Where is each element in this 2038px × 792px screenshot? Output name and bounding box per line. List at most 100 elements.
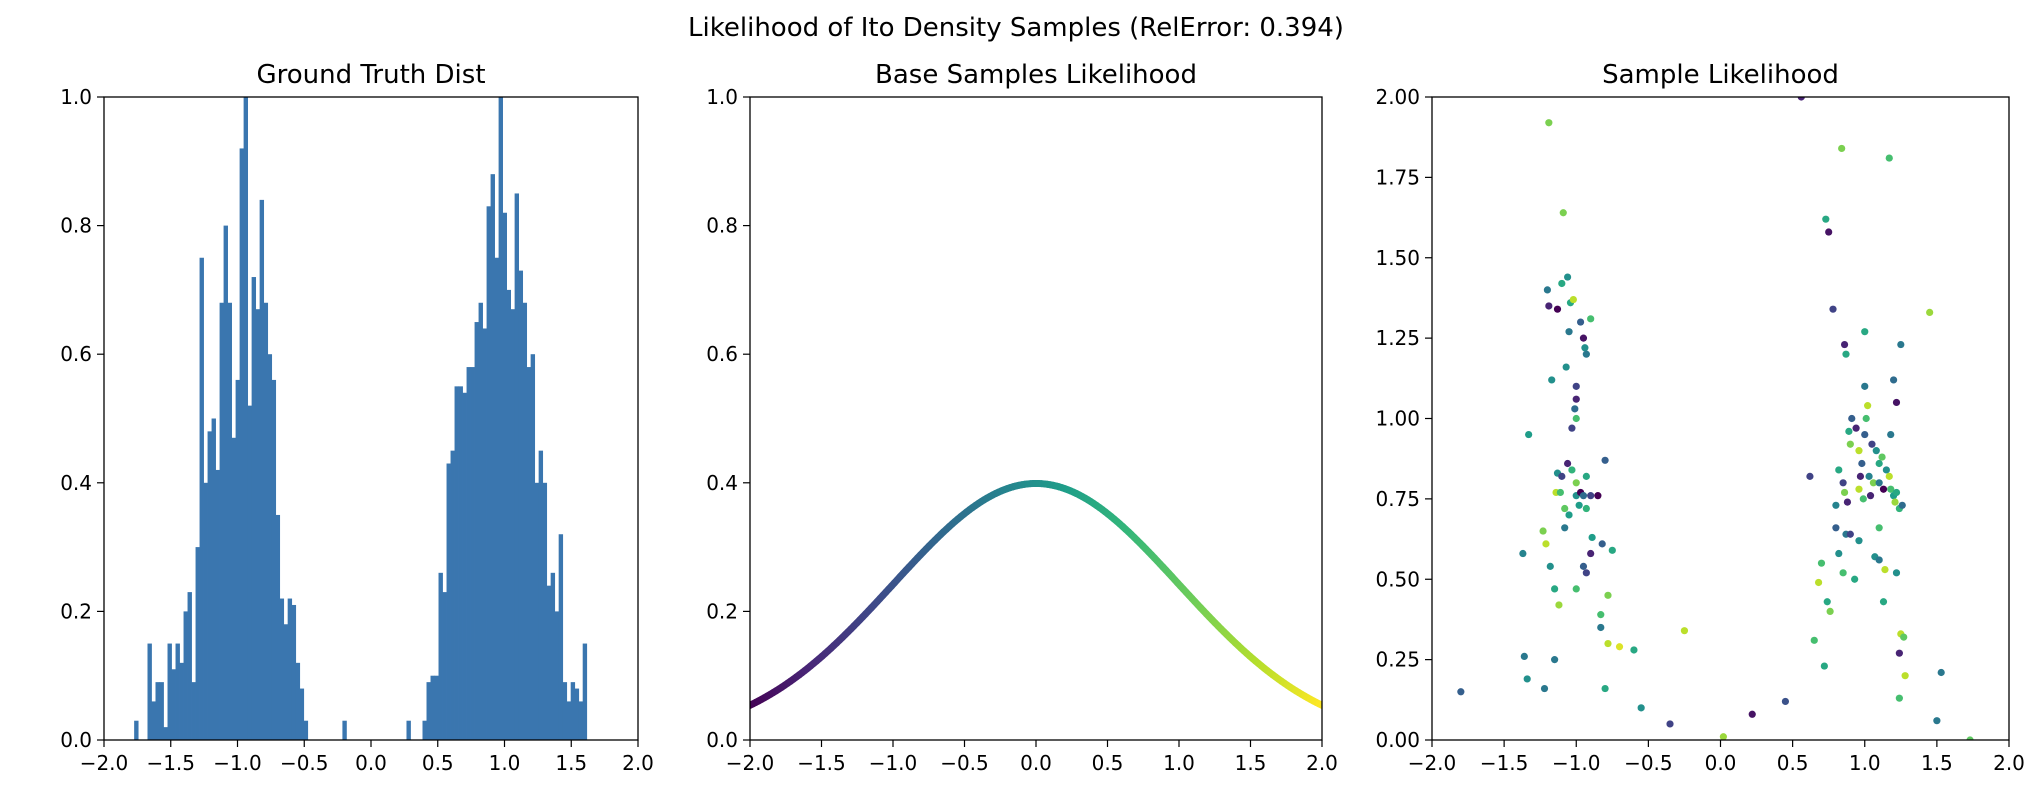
histogram-bar — [263, 302, 269, 740]
x-tick-label: 2.0 — [1306, 751, 1338, 775]
x-tick-label: 1.0 — [1163, 751, 1195, 775]
histogram-bar — [251, 277, 257, 740]
y-tick-label: 1.00 — [1375, 407, 1420, 431]
x-tick-label: −0.5 — [280, 751, 329, 775]
histogram-bar — [454, 386, 459, 740]
histogram-bar — [578, 701, 584, 740]
scatter-point — [1855, 537, 1863, 545]
histogram-bar — [203, 482, 208, 740]
scatter-point — [1565, 328, 1573, 336]
scatter-point — [1832, 524, 1840, 532]
scatter-point — [1551, 585, 1559, 593]
x-tick-label: −2.0 — [726, 751, 775, 775]
scatter-point — [1865, 472, 1873, 480]
y-tick-label: 1.25 — [1375, 326, 1420, 350]
scatter-point — [1457, 688, 1465, 696]
y-tick-label: 0.50 — [1375, 567, 1420, 591]
x-tick-label: 1.0 — [489, 751, 521, 775]
histogram-bar — [470, 367, 475, 740]
scatter-point — [1666, 720, 1674, 728]
histogram-bar — [566, 701, 572, 740]
histogram-bar — [299, 688, 305, 740]
scatter-point — [1864, 402, 1872, 410]
x-tick-label: −2.0 — [1408, 751, 1457, 775]
scatter-point — [1551, 656, 1559, 664]
histogram-bar — [215, 469, 220, 740]
scatter-point — [1835, 549, 1843, 558]
histogram-bar — [167, 643, 172, 740]
histogram-bar — [514, 193, 520, 740]
histogram-bar — [450, 450, 455, 740]
histogram-bar — [574, 688, 580, 740]
histogram-bar — [426, 682, 431, 740]
scatter-point — [1601, 684, 1609, 693]
scatter-point — [1825, 228, 1833, 236]
panel-base-samples-likelihood: −2.0 −1.5 −1.0 −0.5 0.0 0.5 1.0 1.5 2.0 0.0 0.2 0.4… — [706, 60, 1338, 775]
scatter-point — [1523, 675, 1531, 683]
scatter-point — [1561, 524, 1569, 532]
scatter-point — [1891, 498, 1899, 506]
histogram-bar — [526, 367, 532, 740]
plot-area — [134, 97, 588, 740]
histogram-bar — [275, 514, 281, 740]
scatter-point — [1826, 607, 1834, 616]
scatter-point — [1572, 479, 1580, 487]
histogram-bar — [554, 611, 560, 740]
scatter-point — [1878, 453, 1886, 461]
plot-area — [750, 479, 1322, 710]
panel-title: Base Samples Likelihood — [875, 60, 1197, 90]
x-tick-label: −1.0 — [1552, 751, 1601, 775]
scatter-point — [1875, 524, 1883, 532]
histogram-bar — [570, 682, 576, 740]
y-tick-label: 0.0 — [60, 728, 92, 752]
scatter-point — [1525, 430, 1533, 439]
x-tick-label: 2.0 — [1993, 751, 2025, 775]
scatter-point — [1587, 549, 1595, 558]
histogram-bar — [546, 585, 552, 740]
scatter-point — [1810, 636, 1818, 644]
y-tick-label: 1.0 — [706, 85, 738, 109]
y-tick-label: 0.0 — [706, 728, 738, 752]
scatter-point — [1594, 492, 1602, 500]
y-tick-label: 0.4 — [60, 471, 92, 495]
histogram-bar — [502, 212, 507, 740]
scatter-point — [1840, 488, 1849, 497]
scatter-point — [1597, 611, 1605, 619]
scatter-point — [1575, 501, 1583, 509]
scatter-point — [1797, 97, 1805, 101]
scatter-point — [1890, 376, 1898, 384]
histogram-bar — [582, 643, 588, 740]
histogram-bar — [231, 437, 236, 740]
x-tick-label: 0.5 — [1777, 751, 1809, 775]
scatter-point — [1576, 318, 1585, 326]
x-tick-label: 1.0 — [1849, 751, 1881, 775]
histogram-bar — [498, 97, 503, 740]
scatter-point — [1892, 569, 1901, 577]
scatter-point — [1832, 501, 1840, 509]
scatter-point — [1542, 540, 1550, 548]
scatter-point — [1556, 488, 1564, 497]
x-tick-label: −2.0 — [80, 751, 129, 775]
x-tick-label: −1.0 — [869, 751, 918, 775]
scatter-point — [1520, 652, 1528, 661]
scatter-point — [1887, 485, 1895, 493]
scatter-point — [1869, 479, 1878, 487]
histogram-bar — [538, 450, 544, 740]
y-tick-label: 1.75 — [1375, 165, 1420, 189]
scatter-point — [1601, 456, 1609, 464]
y-tick-label: 0.8 — [60, 214, 92, 238]
histogram-bar — [267, 354, 273, 740]
histogram-bar — [558, 534, 564, 740]
scatter-point — [1866, 492, 1875, 500]
scatter-point — [1555, 601, 1563, 609]
scatter-point — [1862, 414, 1870, 423]
scatter-point — [1838, 144, 1846, 153]
scatter-point — [1861, 328, 1869, 336]
scatter-point — [1881, 566, 1889, 574]
scatter-point — [1587, 492, 1595, 500]
figure-title: Likelihood of Ito Density Samples (RelEr… — [688, 13, 1344, 43]
x-tick-label: −0.5 — [1624, 751, 1673, 775]
histogram-bar — [163, 727, 168, 740]
scatter-point — [1855, 447, 1863, 455]
